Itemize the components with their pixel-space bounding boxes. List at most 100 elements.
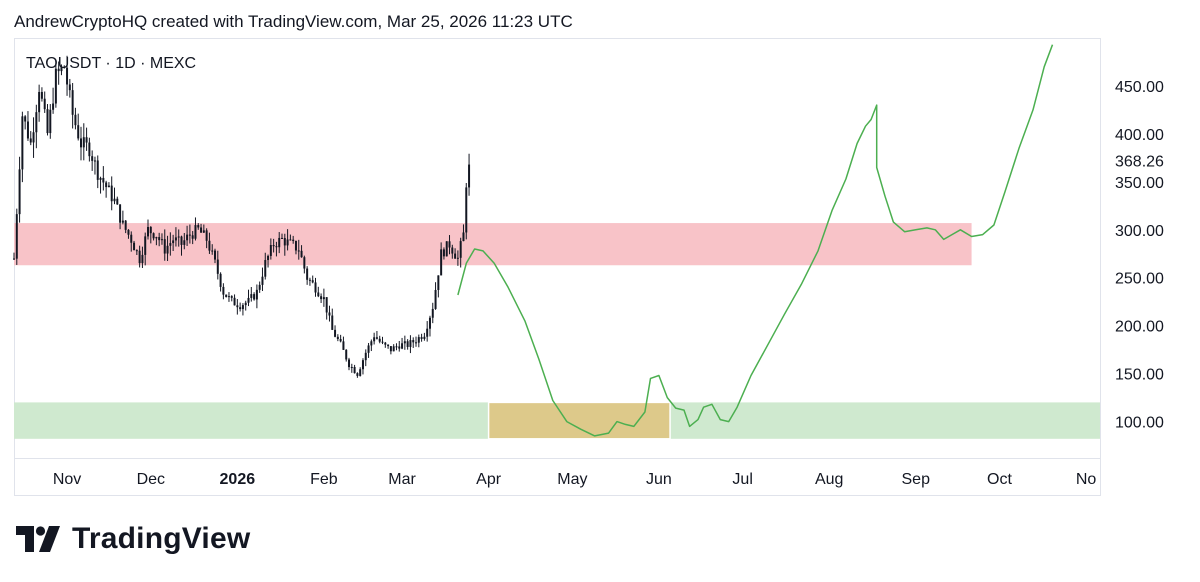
candle-body: [459, 241, 462, 258]
candle-body: [339, 339, 342, 342]
candle-body: [222, 286, 225, 295]
candle-body: [214, 250, 217, 260]
candle: [149, 226, 152, 244]
candle-body: [85, 137, 88, 143]
candle: [105, 180, 108, 198]
candle: [378, 335, 381, 344]
candle-body: [398, 346, 401, 349]
candle: [219, 272, 222, 292]
symbol-label[interactable]: TAOUSDT · 1D · MEXC: [26, 55, 197, 72]
candle-body: [200, 227, 203, 233]
candle: [381, 336, 384, 345]
candle-body: [258, 284, 261, 290]
candle-body: [401, 343, 404, 349]
candle-body: [211, 250, 214, 252]
candle: [328, 305, 331, 322]
candle-body: [442, 249, 445, 257]
candle-body: [345, 349, 348, 360]
candle: [102, 166, 105, 191]
candle: [163, 229, 166, 261]
chart-frame[interactable]: [14, 38, 1100, 496]
candle: [384, 341, 387, 348]
candle-body: [32, 132, 35, 143]
candle-body: [370, 341, 373, 346]
candle: [191, 231, 194, 245]
candle-body: [283, 237, 286, 246]
candle-body: [110, 185, 113, 202]
x-tick-label: Feb: [310, 471, 338, 488]
y-tick-label: 400.00: [1115, 127, 1164, 144]
candle: [26, 111, 29, 141]
candle: [85, 127, 88, 151]
candle-body: [230, 296, 233, 298]
candle-body: [152, 233, 155, 239]
candle: [74, 107, 77, 130]
candle: [222, 283, 225, 300]
y-tick-label: 250.00: [1115, 271, 1164, 288]
candle: [253, 292, 256, 301]
candle-body: [445, 241, 448, 257]
candle: [230, 295, 233, 302]
candle-body: [272, 245, 275, 247]
candle-body: [456, 257, 459, 259]
candle: [339, 334, 342, 343]
x-tick-label: 2026: [220, 471, 256, 488]
candle-body: [119, 204, 122, 223]
candle: [278, 232, 281, 254]
target-zone[interactable]: [487, 401, 671, 440]
candle: [250, 286, 253, 302]
candle-body: [71, 90, 74, 115]
candle: [431, 302, 434, 324]
candle-body: [191, 235, 194, 239]
projection-line[interactable]: [457, 44, 1054, 437]
candle: [300, 245, 303, 258]
candle: [303, 255, 306, 274]
candle-body: [102, 177, 105, 183]
y-tick-label: 100.00: [1115, 415, 1164, 432]
candle: [160, 233, 163, 245]
resistance-zone[interactable]: [14, 223, 972, 266]
candle-body: [417, 337, 420, 343]
candle-body: [434, 289, 437, 309]
candle-body: [437, 275, 440, 290]
candle: [364, 349, 367, 367]
candle: [236, 299, 239, 315]
y-tick-label: 150.00: [1115, 367, 1164, 384]
x-tick-label: No: [1076, 471, 1097, 488]
candle: [428, 315, 431, 337]
candle: [412, 337, 415, 348]
candle-body: [197, 225, 200, 228]
candle-body: [155, 237, 158, 239]
candle: [155, 236, 158, 246]
candle: [247, 289, 250, 307]
candle-body: [130, 234, 133, 243]
candle-body: [66, 67, 69, 85]
candle-body: [225, 294, 228, 297]
brand-name: TradingView: [72, 522, 251, 555]
candle: [406, 339, 409, 350]
candle-body: [322, 297, 325, 300]
x-tick-label: Apr: [476, 471, 502, 488]
candle-body: [183, 240, 186, 245]
candle-body: [236, 305, 239, 308]
candle-body: [286, 239, 289, 246]
candle: [454, 248, 457, 259]
candle-body: [348, 359, 351, 368]
candle-body: [160, 239, 163, 241]
candle-body: [465, 187, 468, 233]
candle: [233, 294, 236, 306]
candle-body: [247, 297, 250, 303]
candle-body: [105, 182, 108, 188]
candle: [322, 288, 325, 307]
candle: [32, 117, 35, 158]
candle-body: [21, 116, 24, 170]
candle: [281, 233, 284, 239]
candle-body: [359, 369, 362, 376]
candle: [214, 248, 217, 264]
candle-body: [124, 220, 127, 230]
candle-body: [116, 198, 119, 205]
candle-body: [138, 250, 141, 264]
candle: [359, 367, 362, 377]
candle: [462, 224, 465, 242]
